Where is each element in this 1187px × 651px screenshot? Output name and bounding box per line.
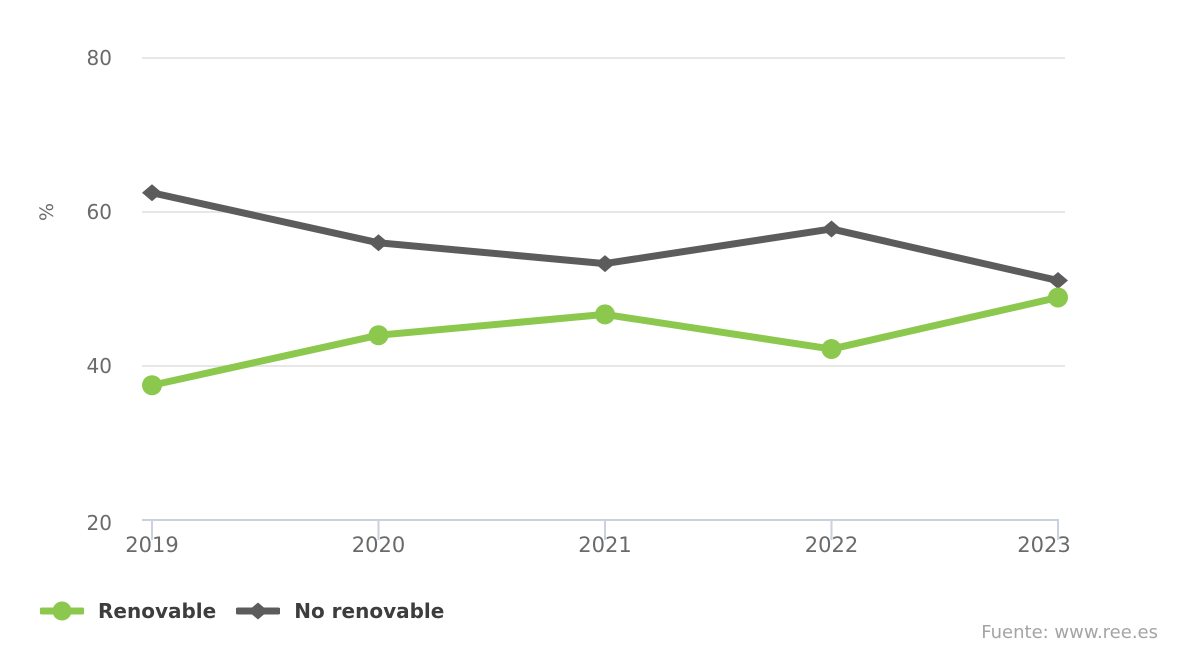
y-tick-label-80: 80 [87,46,112,70]
legend-item-no-renovable[interactable]: No renovable [236,599,444,623]
y-tick-label-40: 40 [87,354,112,378]
y-tick-label-60: 60 [87,200,112,224]
y-tick-label-20: 20 [87,511,112,535]
x-tick-label-2022: 2022 [805,533,858,557]
x-tick-label-2020: 2020 [352,533,405,557]
legend-circle-marker-icon [40,601,84,621]
x-tick-label-2019: 2019 [125,533,178,557]
data-point-renovable-2019[interactable] [142,375,162,396]
data-point-no-renovable-2019[interactable] [142,184,162,202]
data-point-renovable-2020[interactable] [368,325,389,346]
legend-label-no-renovable: No renovable [294,599,445,623]
y-axis-title: % [36,203,58,221]
data-point-no-renovable-2023[interactable] [1048,272,1068,290]
legend-label-renovable: Renovable [98,599,217,623]
data-point-renovable-2022[interactable] [821,339,842,360]
data-point-renovable-2023[interactable] [1048,287,1068,308]
x-tick-label-2021: 2021 [578,533,631,557]
data-point-no-renovable-2021[interactable] [595,255,615,273]
source-credit: Fuente: www.ree.es [981,622,1158,643]
legend-item-renovable[interactable]: Renovable [40,599,216,623]
data-point-no-renovable-2022[interactable] [821,220,842,238]
chart-plot-area: 20 40 60 80% 2019 2020 2021 2022 2023 [36,46,1071,557]
x-tick-label-2023: 2023 [1017,533,1070,557]
chart-legend: Renovable No renovable [40,597,444,625]
legend-diamond-marker-icon [236,602,281,620]
data-point-renovable-2021[interactable] [595,304,615,325]
data-point-no-renovable-2020[interactable] [368,234,389,252]
